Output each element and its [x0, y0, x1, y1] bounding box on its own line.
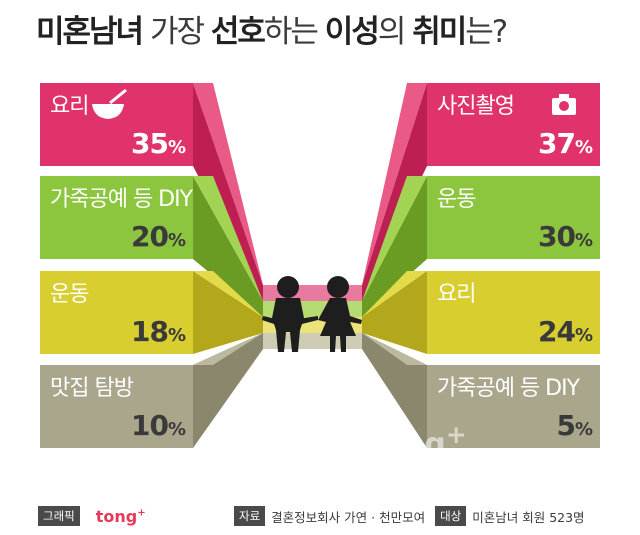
right-value: 24%	[538, 315, 593, 348]
left-bar	[40, 365, 193, 448]
brand-logo: tong+	[95, 506, 146, 526]
left-label: 가죽공예 등 DIY	[50, 187, 194, 212]
left-value: 20%	[131, 220, 186, 253]
left-value: 18%	[131, 315, 186, 348]
left-wedge-highlight	[193, 333, 263, 365]
left-bar	[40, 271, 193, 354]
subject-text: 미혼남녀 회원 523명	[472, 509, 585, 525]
title-part: 가장	[142, 14, 211, 50]
left-value: 35%	[131, 127, 186, 160]
right-wedge	[362, 83, 427, 301]
right-bar	[427, 176, 600, 259]
right-bar	[427, 271, 600, 354]
graphic-tag: 그래픽	[38, 506, 80, 526]
left-wedge-highlight	[193, 83, 263, 285]
left-label: 운동	[50, 282, 89, 307]
hobby-chart: 요리 35% 가죽공예 등 DIY 20% 운동 18% 맛집 탐방 10% 사진촬영 37% 운동…	[40, 83, 600, 448]
right-wedge-highlight	[362, 176, 427, 301]
right-wedge	[362, 176, 427, 317]
title-part: 는?	[465, 14, 508, 50]
source-tag: 자료	[234, 506, 266, 526]
left-value: 10%	[131, 409, 186, 442]
right-bar	[427, 365, 600, 448]
right-label: 요리	[437, 282, 475, 307]
right-wedge-highlight	[362, 271, 427, 317]
title-part: 의	[377, 14, 413, 50]
right-label: 사진촬영	[437, 94, 514, 119]
left-wedge	[193, 176, 263, 317]
mixing-bowl-icon	[92, 88, 127, 119]
title-part: 취미	[412, 14, 467, 50]
right-value: 5%	[556, 409, 592, 442]
right-bar	[427, 83, 600, 166]
left-wedge	[193, 83, 263, 301]
subject-tag: 대상	[435, 506, 467, 526]
left-wedge-highlight	[193, 271, 263, 317]
left-label: 요리	[50, 94, 88, 119]
footer-source: 자료 결혼정보회사 가연 · 천만모여 대상 미혼남녀 회원 523명	[234, 505, 585, 527]
left-wedge-highlight	[193, 176, 263, 301]
right-value: 30%	[538, 220, 593, 253]
right-label: 가죽공예 등 DIY	[437, 376, 581, 401]
left-wedge	[193, 271, 263, 354]
left-label: 맛집 탐방	[50, 376, 134, 401]
title-part: 이성	[324, 14, 380, 50]
right-label: 운동	[437, 187, 476, 212]
center-stripe	[263, 333, 362, 349]
chart-title: 미혼남녀 가장 선호하는 이성의 취미는?	[36, 6, 508, 51]
tong-watermark: tong+	[368, 420, 467, 462]
left-bar	[40, 176, 193, 259]
right-wedge-highlight	[362, 83, 427, 285]
footer-credit: 그래픽 tong+	[38, 505, 146, 527]
title-part: 하는	[263, 14, 325, 50]
right-wedge	[362, 271, 427, 354]
right-wedge-highlight	[362, 333, 427, 365]
camera-icon	[552, 94, 576, 115]
source-text: 결혼정보회사 가연 · 천만모여	[271, 509, 426, 525]
right-value: 37%	[538, 127, 593, 160]
title-part: 미혼남녀	[36, 14, 144, 50]
couple-silhouette	[262, 276, 362, 352]
title-part: 선호	[210, 14, 266, 50]
